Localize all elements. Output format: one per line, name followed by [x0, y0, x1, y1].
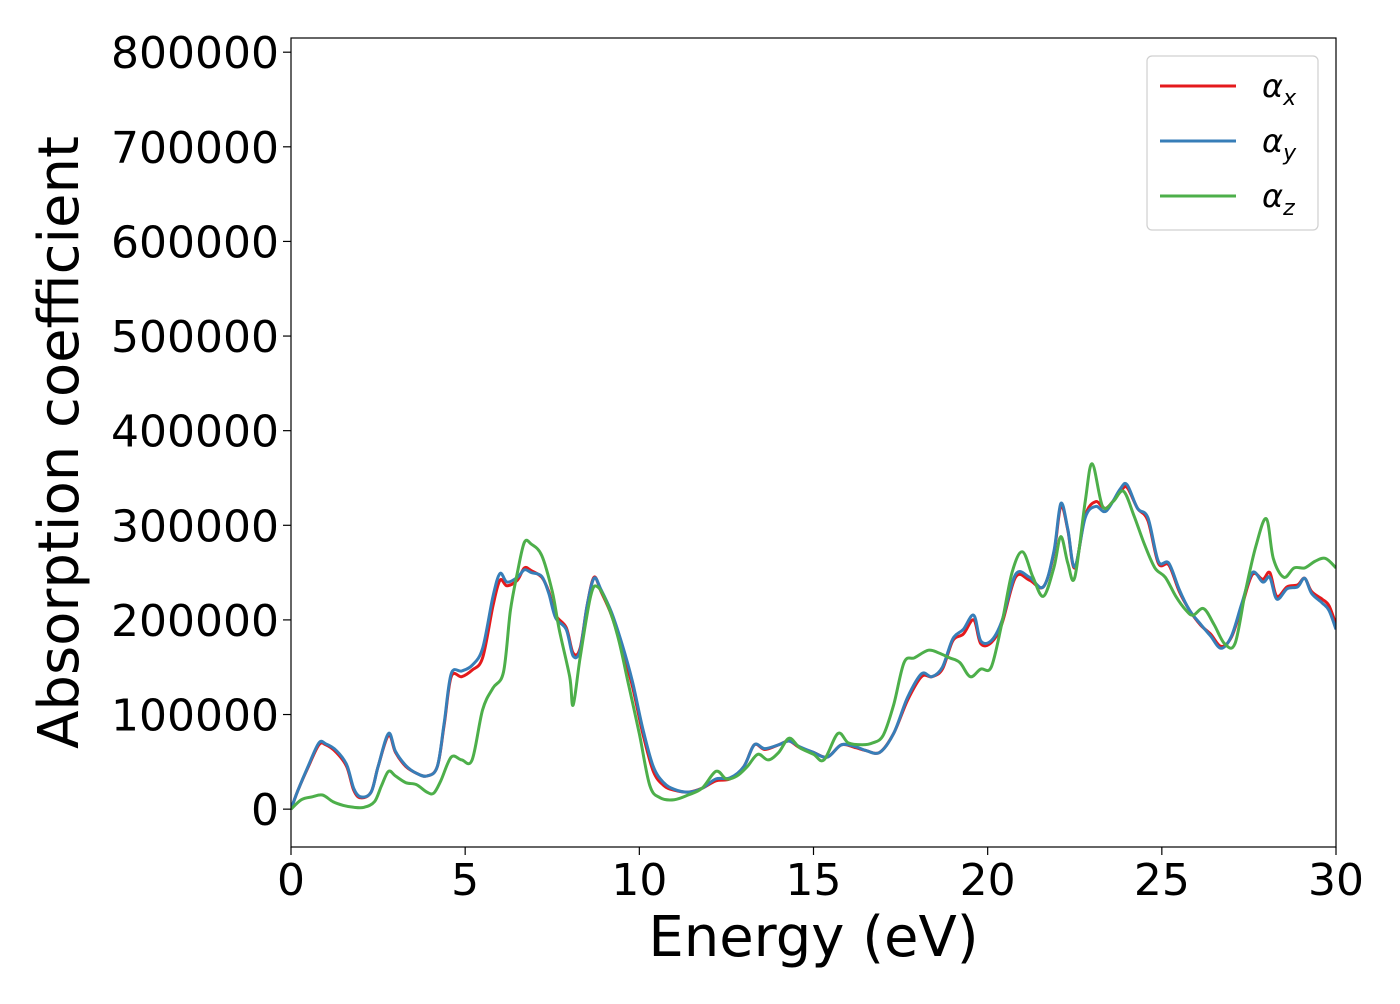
- y-axis-title: Absorption coefficient: [27, 136, 92, 749]
- y-tick-label: 700000: [111, 123, 279, 174]
- x-tick-label: 10: [611, 855, 667, 906]
- x-tick-label: 15: [786, 855, 842, 906]
- x-tick-label: 0: [277, 855, 305, 906]
- x-tick-label: 25: [1134, 855, 1190, 906]
- legend-label-y: αy: [1262, 122, 1297, 166]
- legend-subscript-z: z: [1282, 196, 1295, 221]
- y-tick-label: 800000: [111, 28, 279, 79]
- x-tick-label: 20: [960, 855, 1016, 906]
- x-tick-label: 30: [1308, 855, 1364, 906]
- legend-subscript-x: x: [1282, 86, 1297, 111]
- y-tick-label: 300000: [111, 501, 279, 552]
- x-axis-title: Energy (eV): [648, 905, 978, 970]
- legend-box: [1146, 55, 1319, 231]
- y-tick-label: 200000: [111, 596, 279, 647]
- series-line-z: [291, 462, 1336, 811]
- y-tick-label: 0: [251, 785, 279, 836]
- y-tick-label: 500000: [111, 312, 279, 363]
- y-tick-label: 100000: [111, 691, 279, 742]
- x-tick-label: 5: [451, 855, 479, 906]
- y-tick-label: 600000: [111, 217, 279, 268]
- legend-subscript-y: y: [1282, 141, 1297, 166]
- y-tick-label: 400000: [111, 407, 279, 458]
- series-line-y: [291, 481, 1336, 810]
- axes: 0 5 10 15 20 25 30 0 100000 200000 300000 400000 500…: [27, 28, 1364, 970]
- series-lines: [291, 462, 1336, 811]
